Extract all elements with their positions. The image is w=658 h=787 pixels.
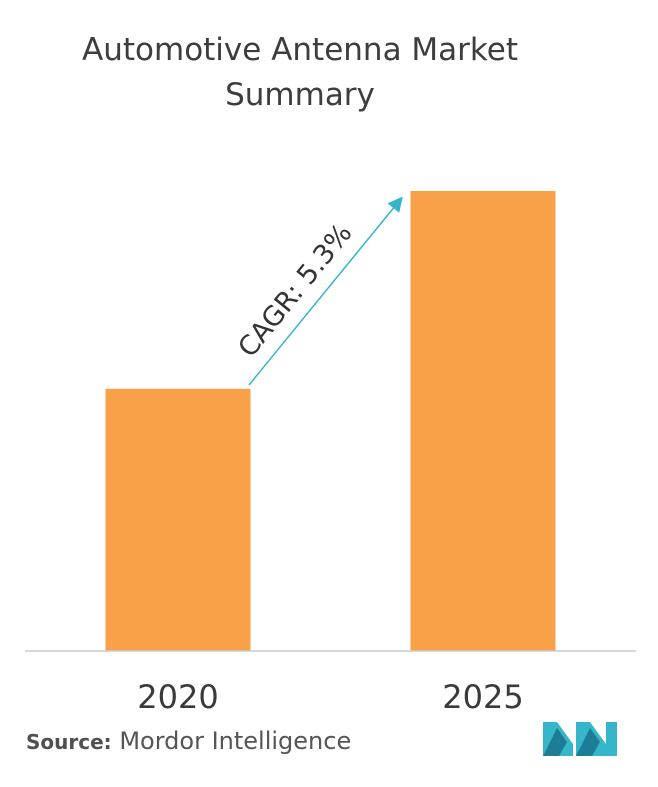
- source-text: Mordor Intelligence: [119, 727, 352, 755]
- chart-title: Automotive Antenna Market Summary: [82, 32, 518, 113]
- bar-2020: [105, 388, 251, 651]
- cagr-arrow: [248, 196, 403, 386]
- mordor-intelligence-logo-icon: [543, 722, 617, 756]
- cagr-annotation: CAGR: 5.3%: [232, 218, 358, 363]
- source-label: Source:: [26, 730, 112, 754]
- x-tick-label-2020: 2020: [137, 678, 218, 716]
- bar-2025: [410, 191, 556, 651]
- x-tick-label-2025: 2025: [442, 678, 523, 716]
- source-line: Source: Mordor Intelligence: [26, 727, 351, 755]
